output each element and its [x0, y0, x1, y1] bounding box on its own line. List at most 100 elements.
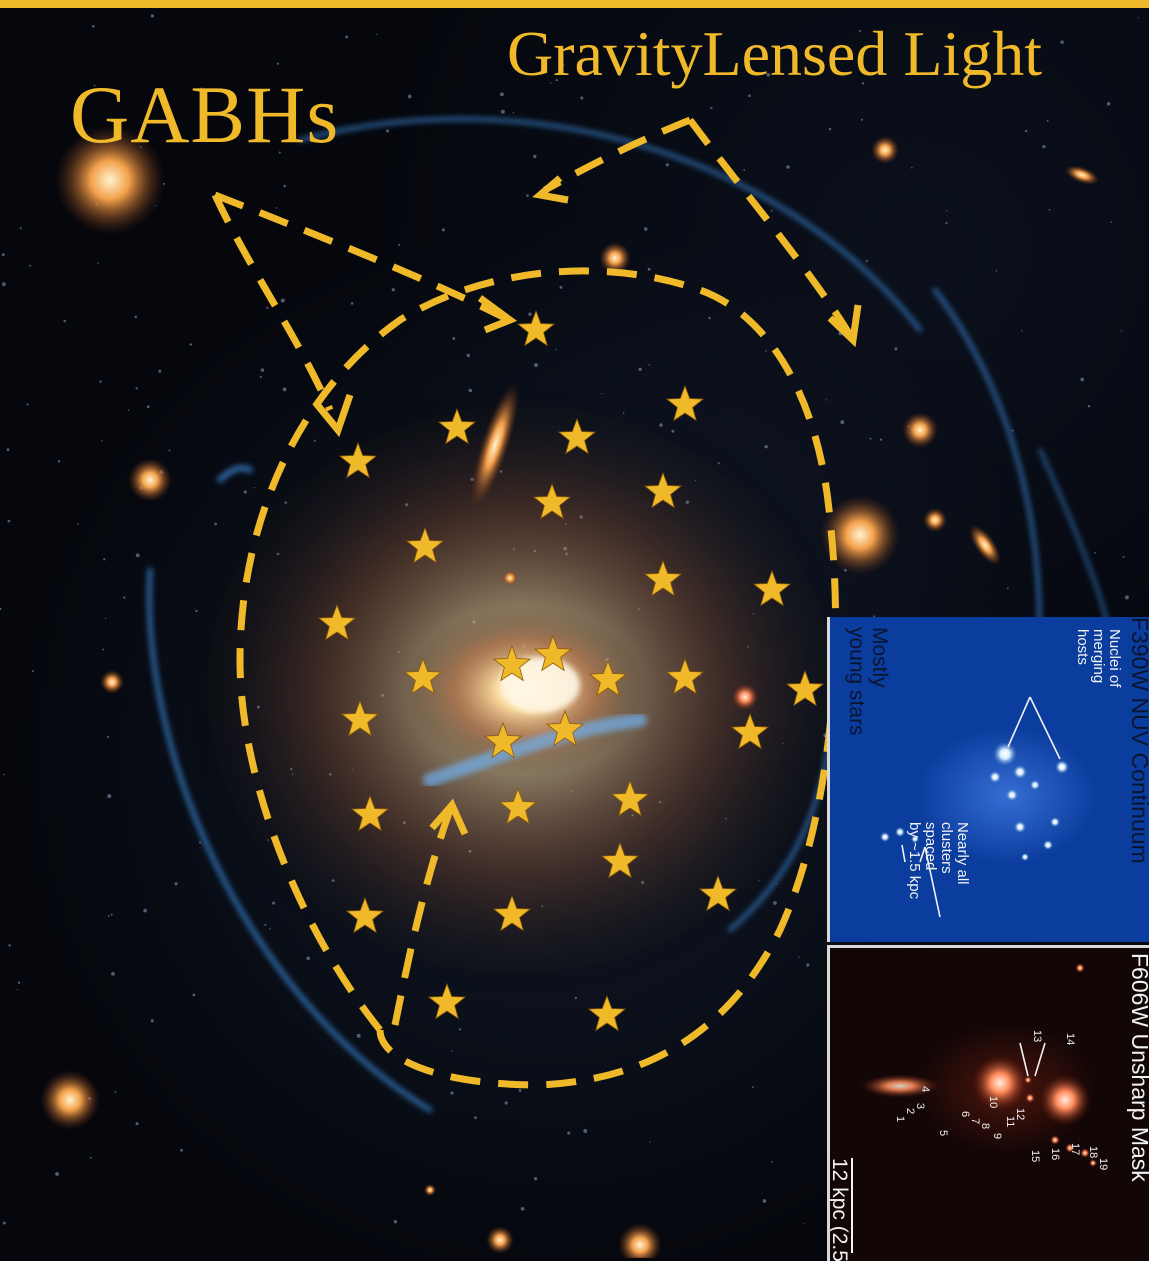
background-star: [2, 1221, 6, 1225]
background-star: [574, 996, 577, 1000]
background-star: [504, 1101, 508, 1105]
background-star: [104, 617, 107, 620]
background-star: [150, 14, 155, 18]
background-star: [146, 405, 150, 409]
background-star: [555, 79, 558, 82]
background-star: [102, 648, 105, 651]
background-star: [97, 262, 99, 264]
background-star: [644, 227, 648, 231]
star-marker: [533, 634, 573, 672]
star-marker: [532, 482, 572, 520]
background-star: [770, 1160, 773, 1163]
background-star: [91, 24, 95, 28]
cluster-number: 4: [919, 1086, 931, 1093]
cluster-number: 17: [1069, 1143, 1081, 1156]
annotation-dashed-paths: [211, 116, 853, 1089]
background-star: [278, 151, 281, 154]
nuv-label-clusters-line3: spaced: [922, 822, 939, 871]
title-gabhs: GABHs: [70, 69, 339, 160]
background-star: [272, 901, 276, 905]
background-star: [243, 490, 247, 494]
star-marker: [545, 709, 585, 747]
background-star: [638, 367, 642, 372]
background-star: [135, 1122, 139, 1126]
background-star: [127, 409, 130, 411]
background-star: [1120, 330, 1123, 332]
background-star: [748, 94, 751, 97]
nuv-label-nuclei-line2: merging: [1090, 629, 1107, 684]
star-marker: [345, 896, 385, 934]
background-star: [859, 29, 862, 32]
background-star: [32, 670, 34, 672]
star-marker: [403, 657, 443, 695]
background-star: [282, 387, 287, 392]
background-star: [103, 558, 106, 561]
background-star: [134, 315, 138, 319]
background-star: [549, 82, 552, 84]
background-star: [1080, 377, 1085, 382]
background-star: [499, 92, 504, 97]
background-star: [946, 210, 948, 212]
star-marker: [610, 779, 650, 817]
background-star: [468, 388, 473, 393]
background-star: [600, 392, 603, 395]
background-star: [8, 944, 11, 947]
cluster-number: 1: [894, 1116, 906, 1123]
background-star: [158, 369, 162, 373]
nuv-label-clusters-line4: by ~1.5 kpc: [906, 822, 923, 900]
background-star: [894, 347, 898, 351]
edge-on-galaxy: [470, 383, 520, 507]
star-marker: [730, 712, 770, 750]
background-star: [29, 264, 32, 267]
background-star: [99, 380, 102, 383]
background-star: [1124, 595, 1129, 600]
star-marker: [437, 407, 477, 445]
background-star: [580, 96, 584, 100]
background-star: [764, 445, 768, 449]
background-star: [865, 259, 868, 263]
nuv-label-young-line1: Mostly: [868, 627, 891, 688]
background-star: [533, 154, 537, 159]
background-star: [1106, 101, 1111, 106]
background-star: [385, 129, 390, 133]
star-marker: [698, 874, 738, 912]
background-star: [770, 209, 773, 212]
background-star: [562, 64, 565, 67]
cluster-number: 13: [1031, 1030, 1043, 1043]
background-star: [180, 1148, 184, 1152]
background-star: [260, 368, 265, 372]
background-star: [840, 420, 845, 425]
background-star: [1, 282, 6, 287]
background-star: [7, 519, 11, 523]
background-star: [143, 908, 147, 913]
background-star: [441, 228, 445, 232]
background-star: [798, 956, 800, 959]
background-star: [526, 194, 529, 197]
background-star: [57, 460, 61, 463]
background-star: [280, 298, 285, 303]
background-star: [89, 1156, 92, 1159]
background-star: [214, 522, 217, 526]
background-star: [1025, 129, 1028, 133]
dashed-arrow-gabhs-down: [211, 193, 334, 412]
background-star: [995, 270, 998, 272]
cluster-number: 14: [1064, 1033, 1076, 1046]
background-star: [345, 35, 349, 39]
background-star: [860, 118, 864, 121]
background-star: [708, 316, 711, 320]
dashed-arrow-lensed-left: [543, 116, 692, 194]
background-star: [189, 343, 193, 346]
background-star: [110, 913, 113, 916]
star-marker: [427, 982, 467, 1020]
background-star: [93, 84, 96, 87]
background-star: [107, 794, 112, 799]
background-star: [474, 1116, 477, 1120]
star-marker: [492, 894, 532, 932]
nuv-label-clusters-line1: Nearly all: [954, 822, 971, 885]
star-marker: [643, 559, 683, 597]
background-star: [786, 165, 790, 169]
background-star: [283, 184, 286, 188]
background-star: [106, 735, 110, 738]
background-star: [751, 1086, 754, 1088]
gabh-star-markers: [317, 309, 825, 1032]
